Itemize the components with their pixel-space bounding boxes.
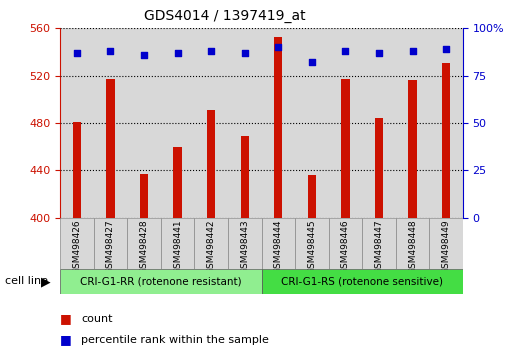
Bar: [174, 147, 182, 218]
Point: [375, 50, 383, 56]
Bar: [161, 218, 195, 269]
Bar: [362, 28, 396, 218]
Bar: [396, 218, 429, 269]
Text: GSM498428: GSM498428: [140, 219, 149, 274]
Bar: [262, 269, 463, 294]
Bar: [262, 218, 295, 269]
Bar: [408, 80, 417, 218]
Bar: [106, 79, 115, 218]
Bar: [308, 175, 316, 218]
Text: count: count: [81, 314, 112, 324]
Bar: [429, 28, 463, 218]
Point: [207, 48, 215, 54]
Bar: [94, 28, 127, 218]
Text: GSM498441: GSM498441: [173, 219, 182, 274]
Bar: [127, 218, 161, 269]
Text: CRI-G1-RS (rotenone sensitive): CRI-G1-RS (rotenone sensitive): [281, 276, 443, 286]
Bar: [442, 63, 450, 218]
Bar: [228, 28, 262, 218]
Text: GSM498446: GSM498446: [341, 219, 350, 274]
Bar: [60, 28, 94, 218]
Text: CRI-G1-RR (rotenone resistant): CRI-G1-RR (rotenone resistant): [80, 276, 242, 286]
Bar: [140, 174, 148, 218]
Text: ■: ■: [60, 333, 72, 346]
Bar: [341, 79, 349, 218]
Text: GSM498444: GSM498444: [274, 219, 283, 274]
Bar: [127, 28, 161, 218]
Bar: [328, 28, 362, 218]
Text: GSM498427: GSM498427: [106, 219, 115, 274]
Bar: [228, 218, 262, 269]
Point: [308, 59, 316, 65]
Text: GSM498448: GSM498448: [408, 219, 417, 274]
Bar: [328, 218, 362, 269]
Bar: [262, 28, 295, 218]
Point: [341, 48, 349, 54]
Point: [442, 46, 450, 52]
Text: cell line: cell line: [5, 276, 48, 286]
Bar: [60, 218, 94, 269]
Text: GSM498447: GSM498447: [374, 219, 383, 274]
Text: GSM498445: GSM498445: [308, 219, 316, 274]
Text: ▶: ▶: [41, 275, 51, 288]
Bar: [362, 218, 396, 269]
Point: [274, 45, 282, 50]
Point: [174, 50, 182, 56]
Text: GSM498443: GSM498443: [240, 219, 249, 274]
Bar: [241, 136, 249, 218]
Text: GSM498449: GSM498449: [441, 219, 451, 274]
Bar: [396, 28, 429, 218]
Bar: [274, 36, 282, 218]
Bar: [60, 269, 262, 294]
Point: [408, 48, 417, 54]
Bar: [295, 28, 328, 218]
Text: percentile rank within the sample: percentile rank within the sample: [81, 335, 269, 345]
Bar: [195, 218, 228, 269]
Text: GSM498442: GSM498442: [207, 219, 215, 274]
Point: [140, 52, 148, 58]
Text: GDS4014 / 1397419_at: GDS4014 / 1397419_at: [144, 9, 306, 23]
Bar: [295, 218, 328, 269]
Bar: [375, 118, 383, 218]
Bar: [429, 218, 463, 269]
Text: ■: ■: [60, 312, 72, 325]
Bar: [207, 110, 215, 218]
Point: [241, 50, 249, 56]
Bar: [195, 28, 228, 218]
Point: [73, 50, 81, 56]
Text: GSM498426: GSM498426: [72, 219, 82, 274]
Bar: [161, 28, 195, 218]
Bar: [94, 218, 127, 269]
Point: [106, 48, 115, 54]
Bar: [73, 122, 81, 218]
